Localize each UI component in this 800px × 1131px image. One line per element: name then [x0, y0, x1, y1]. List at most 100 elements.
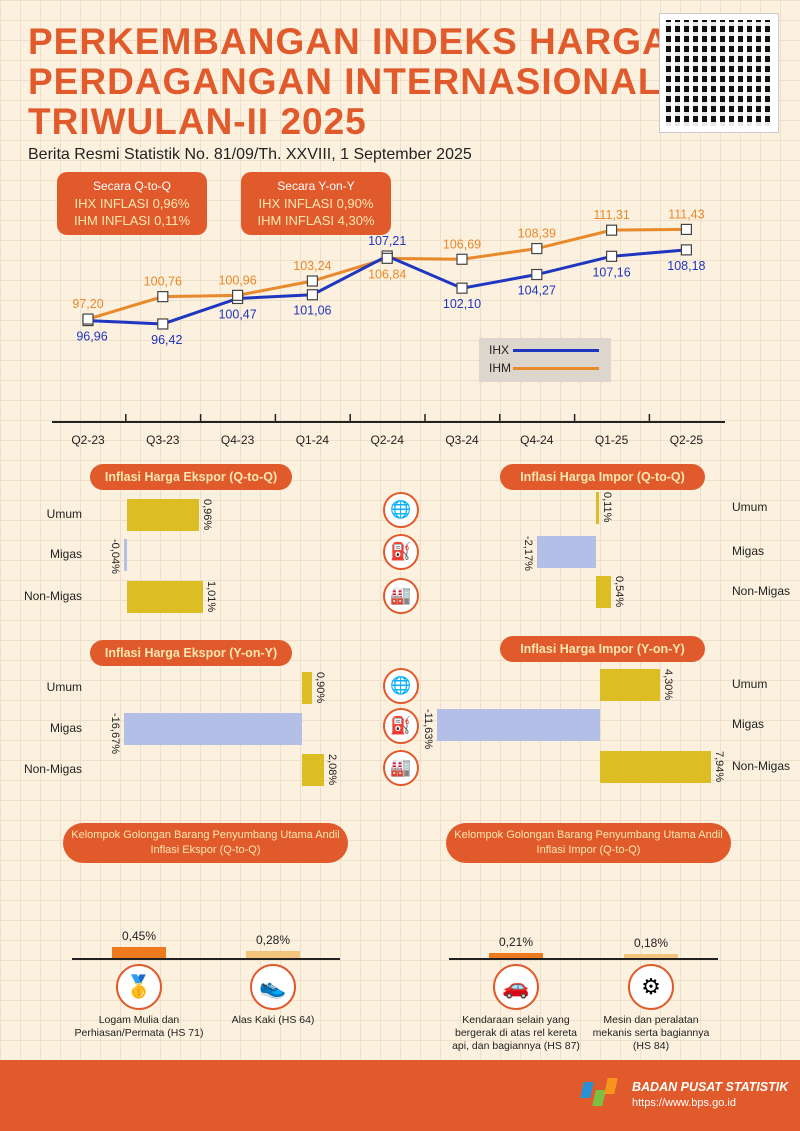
category-label: Migas — [49, 547, 82, 561]
category-label: Migas — [732, 717, 765, 731]
bar-value-label: 1,01% — [204, 581, 217, 613]
data-label: 101,06 — [293, 304, 331, 318]
data-point — [680, 223, 693, 236]
globe-trade-icon: 🌐 — [383, 492, 419, 528]
bar-value-label: 4,30% — [662, 669, 675, 701]
gold-icon: 🥇 — [116, 964, 162, 1010]
header-ekspor-yony: Inflasi Harga Ekspor (Y-on-Y) — [90, 640, 292, 666]
data-label: 111,43 — [668, 207, 704, 221]
bar-value-label: 0,11% — [600, 492, 613, 523]
bar — [537, 536, 596, 568]
data-label: 107,16 — [592, 265, 630, 279]
data-label: 106,84 — [368, 267, 406, 281]
data-label: 96,42 — [151, 333, 182, 347]
data-point — [306, 275, 318, 287]
x-tick-label: Q4-24 — [520, 433, 554, 447]
data-point — [82, 313, 94, 325]
contribution-value-label: 0,45% — [121, 928, 157, 943]
bar — [123, 713, 302, 745]
footer: BADAN PUSAT STATISTIK https://www.bps.go… — [0, 1060, 800, 1131]
bar — [127, 581, 203, 613]
data-point — [531, 242, 543, 255]
contribution-bar — [489, 952, 543, 958]
title-line: PERKEMBANGAN INDEKS HARGA — [28, 21, 670, 62]
page-title: PERKEMBANGAN INDEKS HARGA PERDAGANGAN IN… — [28, 22, 670, 142]
category-label: Migas — [49, 721, 82, 735]
bar-value-label: -2,17% — [522, 536, 535, 571]
category-label: Non-Migas — [23, 589, 82, 603]
data-label: 100,96 — [218, 273, 256, 287]
title-line: PERDAGANGAN INTERNASIONAL — [28, 61, 662, 102]
contribution-category-label: Logam Mulia dan Perhiasan/Permata (HS 71… — [74, 1014, 204, 1039]
summary-ihm: IHM INFLASI 0,11% — [73, 213, 191, 228]
data-label: 97,20 — [72, 297, 103, 311]
bar — [302, 672, 312, 704]
category-label: Migas — [732, 544, 765, 558]
data-point — [605, 224, 618, 236]
summary-heading: Secara Q-to-Q — [92, 179, 172, 193]
x-tick-label: Q2-23 — [71, 433, 105, 447]
bar — [596, 576, 611, 608]
footer-org: BADAN PUSAT STATISTIK — [632, 1080, 789, 1094]
bar — [600, 751, 712, 783]
machine-icon: ⚙ — [628, 964, 674, 1010]
data-label: 103,24 — [293, 259, 331, 273]
bar — [437, 709, 600, 741]
data-label: 108,18 — [667, 259, 705, 273]
title-line: TRIWULAN-II 2025 — [28, 101, 367, 142]
contribution-bar — [246, 951, 300, 958]
header-impor-yony: Inflasi Harga Impor (Y-on-Y) — [500, 636, 705, 662]
x-tick-label: Q1-24 — [296, 433, 330, 447]
factory-icon: 🏭 — [383, 750, 419, 786]
bar-value-label: -0,04% — [109, 539, 121, 574]
header-kelompok-ekspor: Kelompok Golongan Barang Penyumbang Utam… — [63, 823, 348, 863]
data-point — [381, 252, 393, 264]
data-point — [456, 282, 468, 294]
header-kelompok-impor: Kelompok Golongan Barang Penyumbang Utam… — [446, 823, 731, 863]
x-tick-label: Q3-23 — [146, 433, 180, 447]
car-gear-icon: 🚗 — [493, 964, 539, 1010]
header-impor-qtoq: Inflasi Harga Impor (Q-to-Q) — [500, 464, 705, 490]
x-tick-label: Q1-25 — [595, 433, 629, 447]
legend-ihx-label: IHX — [489, 343, 510, 357]
data-label: 104,27 — [518, 284, 556, 298]
x-tick-label: Q2-25 — [670, 433, 704, 447]
data-label: 100,47 — [218, 307, 256, 321]
category-label: Umum — [46, 680, 82, 694]
summary-yony: Secara Y-on-Y IHX INFLASI 0,90% IHM INFL… — [241, 172, 391, 235]
data-label: 107,21 — [368, 234, 406, 248]
data-point — [157, 291, 169, 303]
category-label: Umum — [46, 507, 82, 521]
data-point — [456, 253, 468, 265]
category-label: Non-Migas — [23, 762, 82, 776]
bar-value-label: 0,96% — [201, 499, 213, 531]
legend-ihm-label: IHM — [489, 361, 511, 375]
qr-code[interactable] — [659, 13, 779, 133]
line-chart: Q2-23 Q3-23 Q4-23 Q1-24 Q2-24 Q3-24 Q4-24 Q1-25… — [52, 207, 725, 447]
bar — [600, 669, 661, 701]
baseline — [449, 958, 718, 960]
bar-value-label: 7,94% — [713, 751, 726, 783]
data-point — [531, 268, 543, 281]
data-point — [232, 289, 244, 301]
x-tick-label: Q4-23 — [221, 433, 255, 447]
summary-heading: Secara Y-on-Y — [277, 179, 355, 193]
contribution-category-label: Mesin dan peralatan mekanis serta bagian… — [592, 1014, 710, 1052]
bar-value-label: 2,08% — [326, 754, 339, 786]
bps-logo-icon — [578, 1074, 622, 1118]
legend-ihm-line — [513, 367, 599, 370]
bar-value-label: 0,90% — [313, 672, 326, 704]
bar — [596, 492, 599, 524]
data-label: 111,31 — [593, 208, 629, 222]
contribution-category-label: Kendaraan selain yang bergerak di atas r… — [452, 1014, 580, 1052]
data-label: 106,69 — [443, 237, 481, 251]
subtitle: Berita Resmi Statistik No. 81/09/Th. XXV… — [28, 146, 472, 163]
factory-icon: 🏭 — [383, 578, 419, 614]
data-label: 102,10 — [443, 297, 481, 311]
footer-url[interactable]: https://www.bps.go.id — [632, 1097, 736, 1109]
header-ekspor-qtoq: Inflasi Harga Ekspor (Q-to-Q) — [90, 464, 292, 490]
oil-gas-icon: ⛽ — [383, 534, 419, 570]
contribution-bar — [624, 953, 678, 958]
bar-value-label: 0,54% — [612, 576, 625, 608]
category-label: Umum — [732, 677, 768, 691]
